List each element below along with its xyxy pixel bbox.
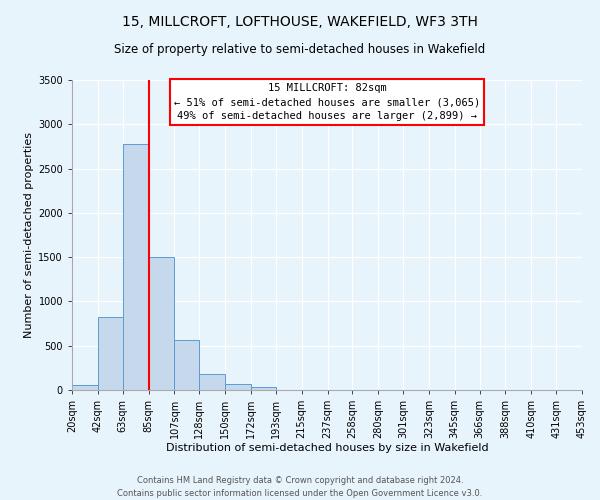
Bar [98, 318, 122, 390]
Bar [175, 340, 199, 390]
Bar [225, 384, 251, 390]
Text: 15, MILLCROFT, LOFTHOUSE, WAKEFIELD, WF3 3TH: 15, MILLCROFT, LOFTHOUSE, WAKEFIELD, WF3… [122, 15, 478, 29]
Bar [72, 384, 98, 390]
Text: 15 MILLCROFT: 82sqm
← 51% of semi-detached houses are smaller (3,065)
49% of sem: 15 MILLCROFT: 82sqm ← 51% of semi-detach… [174, 83, 480, 121]
Bar [149, 257, 175, 390]
Bar [199, 374, 225, 390]
Text: Size of property relative to semi-detached houses in Wakefield: Size of property relative to semi-detach… [115, 42, 485, 56]
Bar [251, 388, 276, 390]
Text: Contains HM Land Registry data © Crown copyright and database right 2024.
Contai: Contains HM Land Registry data © Crown c… [118, 476, 482, 498]
Bar [122, 144, 149, 390]
Y-axis label: Number of semi-detached properties: Number of semi-detached properties [24, 132, 34, 338]
X-axis label: Distribution of semi-detached houses by size in Wakefield: Distribution of semi-detached houses by … [166, 442, 488, 452]
